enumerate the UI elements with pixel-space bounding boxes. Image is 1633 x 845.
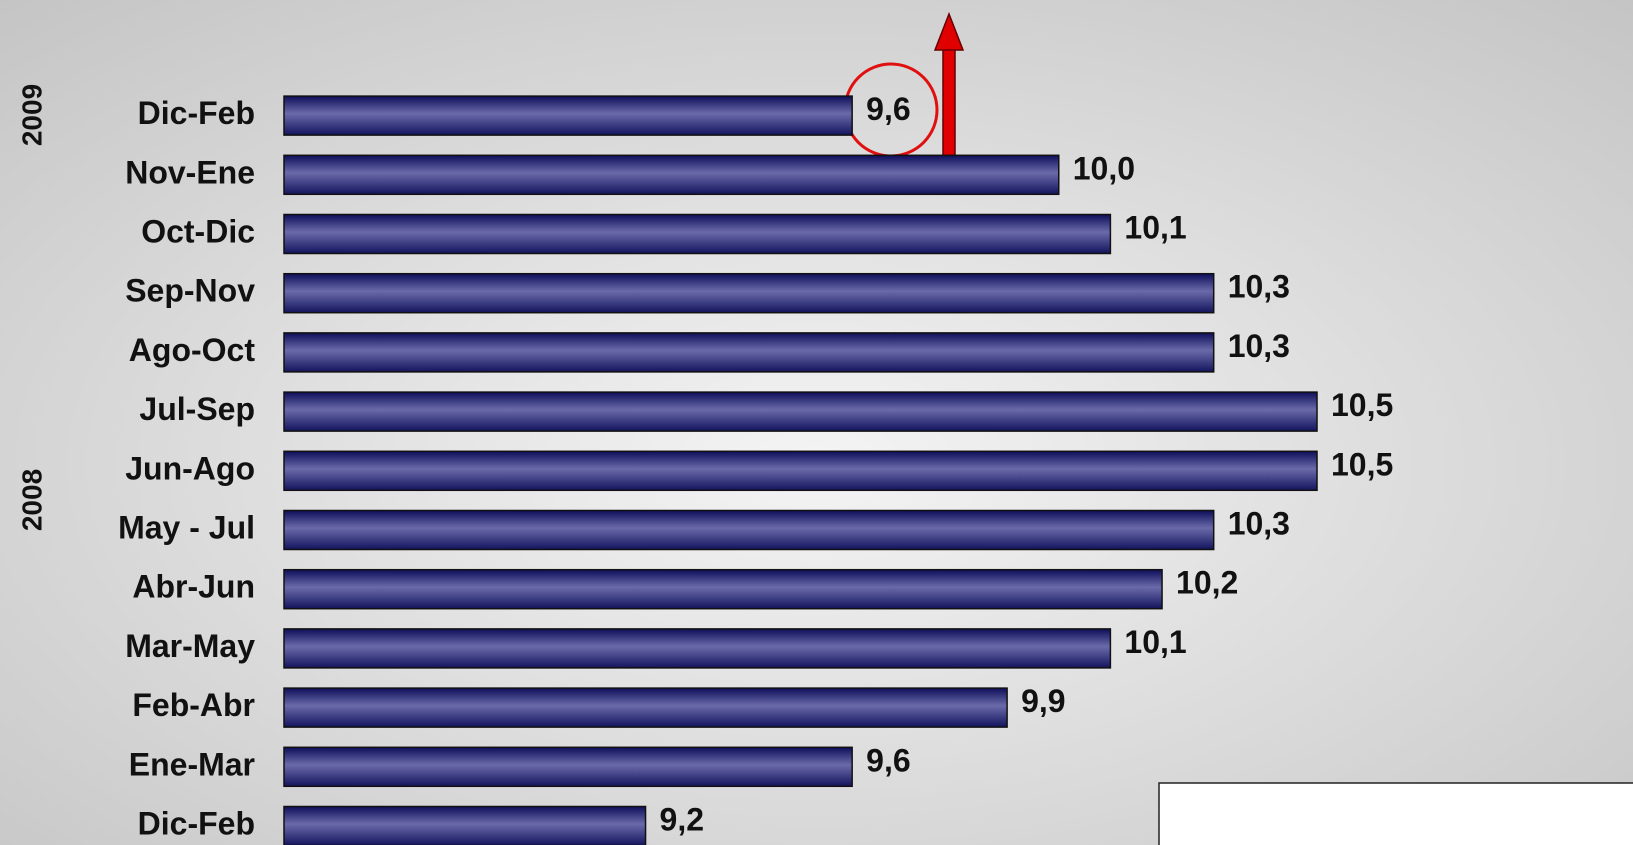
data-label: 10,0	[1073, 150, 1135, 186]
bar	[283, 628, 1112, 669]
bar	[283, 568, 1163, 610]
y-tick-label: Dic-Feb	[138, 95, 255, 131]
bar	[283, 391, 1318, 432]
data-label: 9,6	[866, 91, 910, 127]
y-tick-label: Jun-Ago	[125, 450, 255, 486]
data-label: 9,6	[866, 742, 910, 778]
y-tick-label: Feb-Abr	[132, 687, 255, 723]
bar	[283, 213, 1112, 255]
data-label: 10,5	[1331, 446, 1393, 482]
data-label: 10,5	[1331, 387, 1393, 423]
y-tick-label: Jul-Sep	[139, 391, 255, 427]
y-tick-label: Ago-Oct	[129, 332, 256, 368]
y-tick-label: May - Jul	[118, 509, 255, 545]
bar	[283, 805, 647, 845]
bar	[283, 272, 1215, 314]
data-label: 10,3	[1228, 269, 1290, 305]
y-tick-label: Abr-Jun	[132, 569, 255, 605]
data-label: 10,1	[1124, 624, 1186, 660]
bar	[283, 687, 1008, 728]
legend	[1158, 782, 1633, 845]
bar	[283, 509, 1215, 551]
data-label: 10,2	[1176, 565, 1238, 601]
data-label: 10,3	[1228, 505, 1290, 541]
arrow	[933, 11, 965, 157]
data-label: 9,2	[660, 801, 704, 837]
bar	[283, 154, 1060, 196]
y-tick-label: Oct-Dic	[141, 213, 255, 249]
data-label: 9,9	[1021, 683, 1065, 719]
y-tick-label: Nov-Ene	[125, 154, 255, 190]
data-label: 10,1	[1124, 209, 1186, 245]
bar	[283, 746, 853, 788]
y-tick-label: Dic-Feb	[138, 805, 255, 841]
year-label: 2009	[16, 84, 47, 146]
y-tick-label: Sep-Nov	[125, 273, 255, 309]
y-tick-label: Mar-May	[125, 628, 255, 664]
data-label: 10,3	[1228, 328, 1290, 364]
bar	[283, 332, 1215, 373]
y-tick-label: Ene-Mar	[129, 746, 255, 782]
bar	[283, 95, 853, 136]
bar	[283, 450, 1318, 492]
year-label: 2008	[16, 469, 47, 531]
